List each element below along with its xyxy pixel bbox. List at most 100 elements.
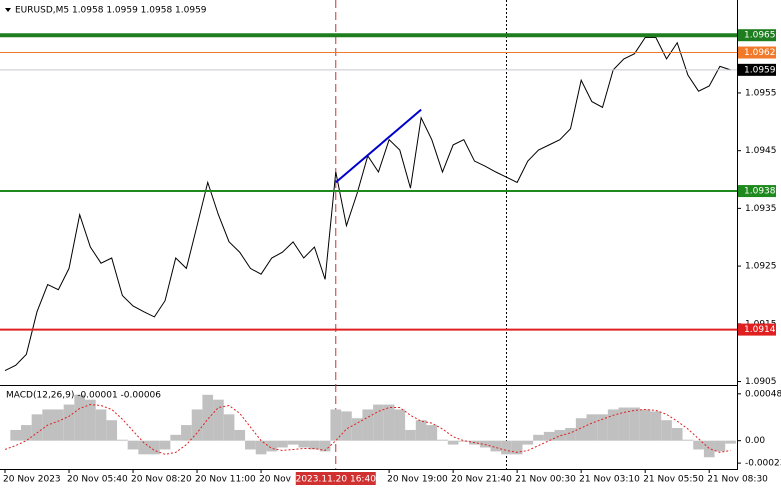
histogram-bar — [31, 414, 43, 441]
histogram-bar — [533, 434, 544, 441]
histogram-bar — [682, 439, 694, 441]
x-tick-label: 20 Nov — [259, 475, 292, 485]
histogram-bar — [629, 407, 640, 441]
menu-arrow — [5, 8, 11, 12]
histogram-bar — [586, 414, 598, 441]
x-tick-label: 21 Nov 00:30 — [515, 475, 576, 485]
histogram-bar — [106, 420, 118, 441]
level-label-bg — [738, 63, 776, 76]
histogram-bar — [63, 404, 75, 441]
histogram-bar — [575, 418, 587, 441]
histogram-bar — [554, 429, 566, 441]
histogram-bar — [266, 440, 278, 452]
histogram-bar — [383, 404, 395, 441]
histogram-bar — [85, 399, 96, 441]
indicator-title: MACD(12,26,9) -0.00001 -0.00006 — [6, 391, 161, 401]
histogram-bar — [255, 440, 267, 455]
histogram-bar — [341, 411, 352, 441]
histogram-bar — [661, 420, 672, 441]
histogram-bar — [309, 440, 320, 450]
histogram-bar — [373, 404, 384, 441]
y-tick-label: 1.0935 — [745, 204, 777, 214]
histogram-bar — [234, 429, 246, 441]
histogram-bar — [405, 429, 416, 441]
histogram-bar — [127, 440, 139, 450]
histogram-bar — [671, 427, 683, 441]
histogram-bar — [458, 440, 470, 442]
histogram-bar — [597, 414, 608, 441]
histogram-bar — [245, 440, 256, 450]
histogram-bar — [362, 409, 374, 441]
histogram-bar — [501, 440, 512, 455]
histogram-bar — [426, 425, 438, 441]
level-label: 1.0914 — [744, 325, 776, 335]
histogram-bar — [319, 440, 331, 452]
histogram-bar — [415, 420, 427, 441]
signal-line — [4, 404, 731, 455]
histogram-bar — [511, 440, 523, 455]
y-tick-label: -0.00023 — [745, 459, 781, 469]
histogram-bar — [117, 439, 128, 441]
histogram-bar — [53, 409, 64, 441]
trend-line — [335, 108, 422, 184]
histogram-bar — [394, 409, 406, 441]
histogram-bar — [490, 440, 502, 452]
histogram-bar — [95, 409, 107, 441]
histogram-bar — [181, 425, 192, 441]
x-tick-label: 20 Nov 21:40 — [451, 475, 512, 485]
histogram-bar — [138, 440, 150, 455]
histogram-bar — [693, 440, 704, 450]
histogram-bar — [703, 440, 715, 458]
histogram-bar — [330, 409, 342, 441]
x-tick-label: 21 Nov 03:10 — [579, 475, 640, 485]
y-tick-label: 1.0925 — [745, 262, 777, 272]
histogram-bar — [522, 440, 534, 445]
histogram-bar — [543, 431, 555, 441]
x-tick-label: 20 Nov 08:20 — [131, 475, 192, 485]
histogram-bar — [607, 409, 619, 441]
histogram-bar — [650, 411, 662, 441]
histogram-bar — [10, 429, 22, 441]
histogram-bar — [565, 427, 576, 441]
level-label-bg — [738, 46, 776, 59]
histogram-bar — [223, 414, 235, 441]
x-tick-label: 2023.11.20 16:40 — [296, 475, 377, 485]
y-tick-label: 1.0945 — [745, 146, 777, 156]
histogram-bar — [639, 409, 651, 441]
y-tick-label: 0.00 — [745, 436, 765, 446]
histogram-bar — [618, 407, 630, 441]
histogram-bar — [725, 440, 736, 444]
chart-title: EURUSD,M5 1.0958 1.0959 1.0958 1.0959 — [15, 6, 207, 16]
y-tick-label: 1.0905 — [745, 377, 777, 387]
histogram-bar — [159, 440, 171, 450]
histogram-bar — [298, 440, 310, 448]
histogram-bar — [437, 439, 448, 441]
x-tick-label: 20 Nov 19:00 — [387, 475, 448, 485]
level-label-bg — [738, 185, 776, 198]
level-label: 1.0962 — [744, 48, 776, 58]
x-tick-label: 20 Nov 11:00 — [195, 475, 256, 485]
x-tick-label: 20 Nov 2023 — [3, 475, 61, 485]
highlight-label-bg — [295, 472, 376, 485]
histogram-bar — [149, 440, 160, 455]
x-tick-label: 21 Nov 08:30 — [707, 475, 768, 485]
y-tick-label: 1.0955 — [745, 88, 777, 98]
histogram-bar — [447, 440, 459, 445]
histogram-bar — [191, 409, 203, 441]
level-label: 1.0959 — [744, 65, 776, 75]
histogram-bar — [714, 440, 726, 452]
histogram-bar — [351, 418, 363, 441]
histogram-bar — [287, 440, 299, 445]
level-label-bg — [738, 323, 776, 336]
histogram-bar — [21, 425, 32, 441]
histogram-bar — [202, 394, 214, 441]
x-tick-label: 20 Nov 05:40 — [67, 475, 128, 485]
histogram-bar — [213, 399, 224, 441]
y-tick-label: 0.00048 — [745, 389, 781, 399]
histogram-bar — [74, 394, 86, 441]
level-label: 1.0965 — [744, 31, 776, 41]
level-label: 1.0938 — [744, 187, 776, 197]
histogram-bar — [170, 434, 182, 441]
histogram-bar — [277, 440, 288, 448]
